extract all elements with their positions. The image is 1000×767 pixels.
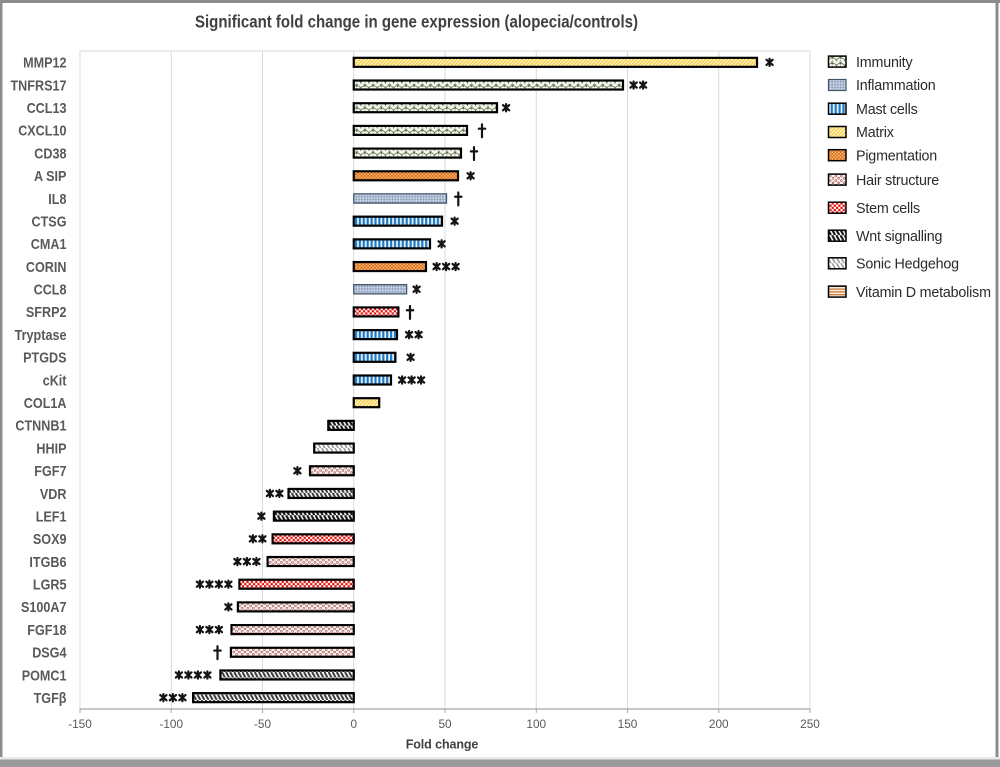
svg-text:Fold change: Fold change (406, 738, 479, 752)
svg-text:-50: -50 (254, 717, 271, 731)
svg-text:COL1A: COL1A (24, 395, 67, 412)
svg-text:CORIN: CORIN (26, 259, 67, 276)
svg-text:TNFRS17: TNFRS17 (10, 77, 66, 94)
svg-text:CCL13: CCL13 (27, 100, 67, 117)
svg-text:LGR5: LGR5 (33, 577, 67, 594)
svg-text:LEF1: LEF1 (36, 508, 67, 525)
svg-text:CMA1: CMA1 (31, 236, 67, 253)
svg-text:-150: -150 (68, 717, 92, 731)
svg-text:MMP12: MMP12 (23, 55, 66, 72)
svg-text:POMC1: POMC1 (22, 667, 67, 684)
svg-text:Wnt signalling: Wnt signalling (856, 229, 942, 245)
svg-text:Tryptase: Tryptase (15, 327, 67, 344)
svg-text:CTNNB1: CTNNB1 (15, 418, 66, 435)
svg-text:SOX9: SOX9 (33, 531, 67, 548)
svg-text:CCL8: CCL8 (34, 282, 67, 299)
svg-text:A SIP: A SIP (34, 168, 66, 185)
svg-text:ITGB6: ITGB6 (29, 554, 66, 571)
svg-text:0: 0 (350, 717, 357, 731)
svg-text:PTGDS: PTGDS (23, 350, 66, 367)
svg-text:Significant fold change in gen: Significant fold change in gene expressi… (195, 12, 638, 32)
svg-text:FGF7: FGF7 (34, 463, 66, 480)
svg-text:CXCL10: CXCL10 (18, 123, 66, 140)
svg-text:S100A7: S100A7 (21, 599, 67, 616)
svg-text:TGFβ: TGFβ (34, 690, 67, 707)
svg-text:Stem cells: Stem cells (856, 201, 920, 217)
svg-text:50: 50 (438, 717, 452, 731)
svg-text:Immunity: Immunity (856, 55, 913, 71)
svg-text:Inflammation: Inflammation (856, 78, 936, 94)
svg-text:Hair structure: Hair structure (856, 173, 939, 189)
svg-text:Pigmentation: Pigmentation (856, 148, 937, 164)
svg-text:HHIP: HHIP (36, 440, 66, 457)
svg-text:SFRP2: SFRP2 (26, 304, 67, 321)
svg-text:cKit: cKit (43, 372, 67, 389)
svg-text:Vitamin D metabolism: Vitamin D metabolism (856, 285, 991, 301)
svg-text:IL8: IL8 (48, 191, 66, 208)
svg-text:VDR: VDR (40, 486, 67, 503)
svg-text:Mast cells: Mast cells (856, 102, 918, 118)
svg-text:150: 150 (618, 717, 638, 731)
svg-text:CD38: CD38 (34, 145, 66, 162)
svg-text:FGF18: FGF18 (27, 622, 66, 639)
svg-text:100: 100 (526, 717, 546, 731)
svg-text:200: 200 (709, 717, 729, 731)
svg-text:-100: -100 (159, 717, 183, 731)
svg-text:Sonic Hedgehog: Sonic Hedgehog (856, 257, 959, 273)
svg-text:250: 250 (800, 717, 820, 731)
svg-text:Matrix: Matrix (856, 125, 894, 141)
svg-text:CTSG: CTSG (32, 213, 67, 230)
svg-text:DSG4: DSG4 (32, 645, 67, 662)
